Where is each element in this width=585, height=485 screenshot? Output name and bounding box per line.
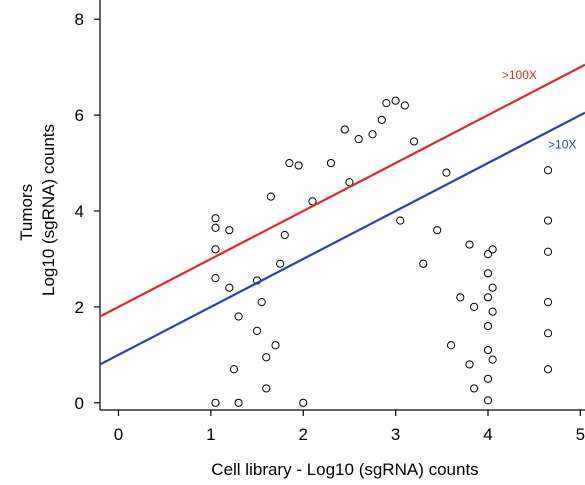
- x-axis-title: Cell library - Log10 (sgRNA) counts: [211, 460, 478, 479]
- data-point: [400, 101, 409, 110]
- data-point: [340, 125, 349, 134]
- data-point: [409, 137, 419, 146]
- data-point: [271, 341, 280, 350]
- data-point: [229, 365, 239, 374]
- data-point: [419, 259, 428, 268]
- y-tick-label: 0: [75, 394, 84, 413]
- data-point: [257, 298, 266, 307]
- data-point: [211, 214, 220, 223]
- y-tick-label: 2: [75, 298, 84, 317]
- y-axis-title-line-1: Tumors: [17, 184, 36, 241]
- line-annotations: >100X >10X: [502, 68, 577, 152]
- data-point: [543, 329, 553, 338]
- data-point: [211, 245, 220, 254]
- data-point: [543, 365, 553, 374]
- data-point: [276, 259, 285, 268]
- data-point: [396, 216, 405, 225]
- data-point: [488, 283, 497, 292]
- line-annotation: >10X: [548, 138, 576, 152]
- x-tick-label: 3: [391, 425, 400, 444]
- y-tick-label: 6: [75, 106, 84, 125]
- data-point: [470, 302, 479, 312]
- data-point: [211, 274, 220, 283]
- data-point: [391, 96, 400, 105]
- data-point: [488, 307, 497, 316]
- y-axis-title: Tumors Log10 (sgRNA) counts: [17, 124, 58, 296]
- data-point: [483, 269, 493, 278]
- data-point: [294, 161, 303, 170]
- data-point: [234, 398, 243, 407]
- threshold-line: [99, 63, 585, 318]
- data-point: [266, 192, 276, 201]
- y-axis-title-line-2: Log10 (sgRNA) counts: [39, 124, 58, 296]
- data-point: [280, 230, 289, 240]
- data-point: [262, 384, 271, 393]
- threshold-lines: [99, 63, 585, 366]
- data-points: [211, 96, 553, 407]
- data-point: [543, 298, 553, 307]
- plot-axes: [94, 0, 585, 416]
- data-point: [285, 158, 294, 168]
- data-point: [488, 245, 497, 254]
- data-point: [483, 345, 493, 355]
- data-point: [470, 384, 479, 393]
- threshold-line: [99, 111, 585, 366]
- data-point: [442, 168, 451, 177]
- data-point: [456, 293, 465, 302]
- data-point: [483, 250, 493, 259]
- data-point: [543, 216, 553, 225]
- data-point: [211, 398, 220, 407]
- line-annotation: >100X: [502, 68, 537, 82]
- data-point: [483, 321, 493, 331]
- x-tick-label: 0: [114, 425, 123, 444]
- data-point: [326, 158, 336, 168]
- data-point: [488, 355, 497, 364]
- data-point: [262, 353, 271, 362]
- data-point: [368, 130, 377, 139]
- data-point: [465, 360, 474, 369]
- data-point: [211, 223, 220, 232]
- data-point: [465, 240, 474, 249]
- data-point: [543, 247, 553, 256]
- data-point: [433, 226, 442, 235]
- data-point: [252, 326, 262, 335]
- data-point: [543, 166, 553, 175]
- data-point: [446, 341, 456, 350]
- data-point: [225, 283, 234, 292]
- x-tick-label: 4: [483, 425, 492, 444]
- data-point: [299, 398, 308, 407]
- y-tick-label: 8: [75, 10, 84, 29]
- x-tick-label: 5: [576, 425, 585, 444]
- x-tick-label: 1: [206, 425, 215, 444]
- y-tick-label: 4: [75, 202, 84, 221]
- data-point: [483, 293, 493, 302]
- tick-labels: 0 1 2 3 4 5 0 2 4 6 8: [75, 10, 585, 444]
- data-point: [234, 312, 243, 321]
- data-point: [354, 134, 363, 144]
- data-point: [382, 98, 391, 108]
- data-point: [483, 374, 493, 383]
- x-tick-label: 2: [299, 425, 308, 444]
- data-point: [483, 396, 493, 405]
- data-point: [377, 115, 386, 124]
- data-point: [225, 226, 234, 235]
